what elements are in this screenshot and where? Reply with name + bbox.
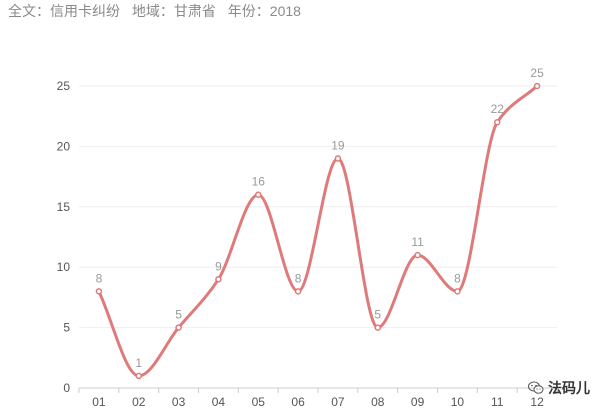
data-label: 25 bbox=[530, 66, 544, 80]
watermark: 法码儿 bbox=[528, 378, 590, 398]
filter-year: 年份：2018 bbox=[227, 3, 301, 19]
data-label: 8 bbox=[96, 271, 103, 285]
data-label: 8 bbox=[295, 271, 302, 285]
data-label: 1 bbox=[135, 356, 142, 370]
x-tick-label: 08 bbox=[371, 395, 385, 409]
data-point bbox=[175, 324, 182, 331]
chart-subtitle: 全文：信用卡纠纷 地域：甘肃省 年份：2018 bbox=[8, 1, 309, 21]
data-point bbox=[255, 191, 262, 198]
x-tick-label: 12 bbox=[530, 395, 544, 409]
y-tick-label: 0 bbox=[63, 381, 70, 395]
data-label: 11 bbox=[411, 235, 424, 249]
data-point bbox=[533, 82, 541, 90]
x-tick-label: 04 bbox=[212, 395, 226, 409]
x-tick-label: 06 bbox=[291, 395, 305, 409]
x-tick-label: 07 bbox=[331, 395, 345, 409]
data-point bbox=[215, 276, 222, 283]
y-tick-label: 5 bbox=[63, 321, 70, 335]
x-tick-label: 05 bbox=[252, 395, 266, 409]
data-point bbox=[294, 288, 302, 295]
data-point bbox=[135, 372, 142, 380]
x-tick-label: 02 bbox=[132, 395, 146, 409]
data-point bbox=[334, 155, 342, 162]
y-tick-label: 15 bbox=[57, 200, 71, 214]
data-label: 22 bbox=[491, 102, 505, 116]
data-point bbox=[454, 288, 461, 295]
x-tick-label: 01 bbox=[92, 395, 106, 409]
data-label: 16 bbox=[252, 175, 266, 189]
x-tick-label: 11 bbox=[491, 395, 504, 409]
data-label: 8 bbox=[454, 271, 461, 285]
filter-region: 地域：甘肃省 bbox=[131, 3, 216, 19]
series-line bbox=[97, 84, 539, 378]
data-point bbox=[494, 118, 501, 126]
data-label: 5 bbox=[175, 308, 182, 322]
y-tick-label: 25 bbox=[57, 79, 71, 93]
data-point bbox=[414, 251, 421, 259]
data-label: 9 bbox=[215, 259, 222, 273]
filter-scope: 全文：信用卡纠纷 bbox=[8, 3, 120, 19]
data-label: 5 bbox=[374, 308, 381, 322]
data-point bbox=[374, 324, 381, 331]
data-label: 19 bbox=[331, 138, 345, 152]
y-tick-label: 10 bbox=[57, 260, 71, 274]
x-tick-label: 03 bbox=[172, 395, 186, 409]
y-tick-label: 20 bbox=[57, 139, 71, 153]
watermark-text: 法码儿 bbox=[548, 380, 590, 396]
data-point bbox=[95, 288, 103, 295]
x-tick-label: 09 bbox=[411, 395, 425, 409]
x-tick-label: 10 bbox=[451, 395, 465, 409]
wechat-icon bbox=[528, 381, 544, 394]
